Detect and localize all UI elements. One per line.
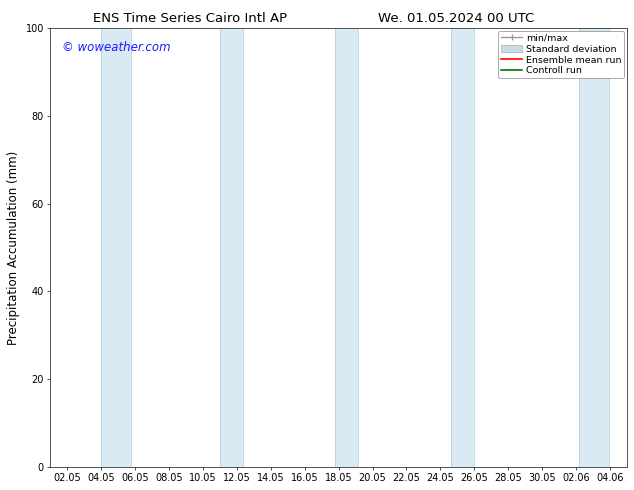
Bar [335,28,358,467]
Text: ENS Time Series Cairo Intl AP: ENS Time Series Cairo Intl AP [93,12,287,25]
Legend: min/max, Standard deviation, Ensemble mean run, Controll run: min/max, Standard deviation, Ensemble me… [498,31,624,78]
Y-axis label: Precipitation Accumulation (mm): Precipitation Accumulation (mm) [7,150,20,344]
Bar [579,28,609,467]
Bar [220,28,243,467]
Text: © woweather.com: © woweather.com [61,41,171,54]
Bar [451,28,474,467]
Text: We. 01.05.2024 00 UTC: We. 01.05.2024 00 UTC [378,12,534,25]
Bar [101,28,131,467]
